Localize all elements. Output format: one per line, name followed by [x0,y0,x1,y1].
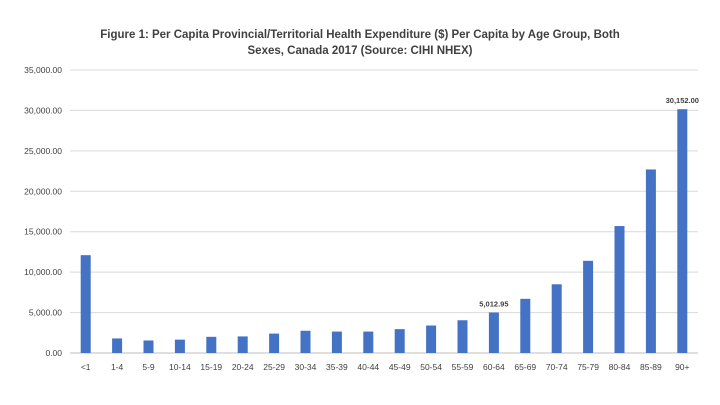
data-label: 30,152.00 [666,96,699,105]
bar-25-29 [269,333,280,353]
chart-title-line-2: Sexes, Canada 2017 (Source: CIHI NHEX) [247,45,473,57]
bar-40-44 [363,331,374,353]
x-tick-label: 10-14 [169,362,191,372]
x-tick-label: 15-19 [200,362,222,372]
bar-20-24 [237,336,248,353]
y-tick-label: 0.00 [45,348,62,358]
bar-35-39 [331,331,342,353]
x-tick-label: 90+ [675,362,689,372]
x-tick-label: 75-79 [577,362,599,372]
x-tick-label: 45-49 [389,362,411,372]
bar-1 [80,255,91,353]
chart-title-line-1: Figure 1: Per Capita Provincial/Territor… [100,29,620,41]
x-tick-label: 5-9 [142,362,155,372]
y-tick-label: 20,000.00 [24,186,62,196]
x-tick-label: 85-89 [640,362,662,372]
bar-1-4 [112,338,123,353]
chart-title: Figure 1: Per Capita Provincial/Territor… [60,27,660,59]
x-tick-label: 80-84 [609,362,631,372]
y-tick-label: 5,000.00 [29,308,62,318]
y-tick-label: 15,000.00 [24,227,62,237]
x-tick-label: 65-69 [514,362,536,372]
x-tick-label: 40-44 [357,362,379,372]
bar-85-89 [645,169,656,353]
y-tick-label: 30,000.00 [24,105,62,115]
x-tick-label: 50-54 [420,362,442,372]
bar-15-19 [206,336,217,353]
y-tick-label: 35,000.00 [24,65,62,75]
x-tick-label: 35-39 [326,362,348,372]
bar-5-9 [143,340,154,353]
x-tick-label: 30-34 [295,362,317,372]
x-tick-label: 70-74 [546,362,568,372]
bar-75-79 [583,260,594,353]
bar-60-64 [488,312,499,353]
bar-50-54 [426,325,437,353]
bar-55-59 [457,320,468,353]
bar-80-84 [614,226,625,353]
bar-90 [677,109,688,353]
x-tick-label: 55-59 [452,362,474,372]
x-tick-label: 1-4 [111,362,124,372]
x-tick-label: 60-64 [483,362,505,372]
bar-65-69 [520,298,531,353]
bar-30-34 [300,330,311,353]
bar-70-74 [551,284,562,353]
bar-45-49 [394,329,405,353]
y-tick-label: 25,000.00 [24,146,62,156]
x-tick-label: <1 [81,362,91,372]
data-label: 5,012.95 [479,299,508,308]
y-tick-label: 10,000.00 [24,267,62,277]
bar-10-14 [174,339,185,353]
x-tick-label: 25-29 [263,362,285,372]
x-tick-label: 20-24 [232,362,254,372]
